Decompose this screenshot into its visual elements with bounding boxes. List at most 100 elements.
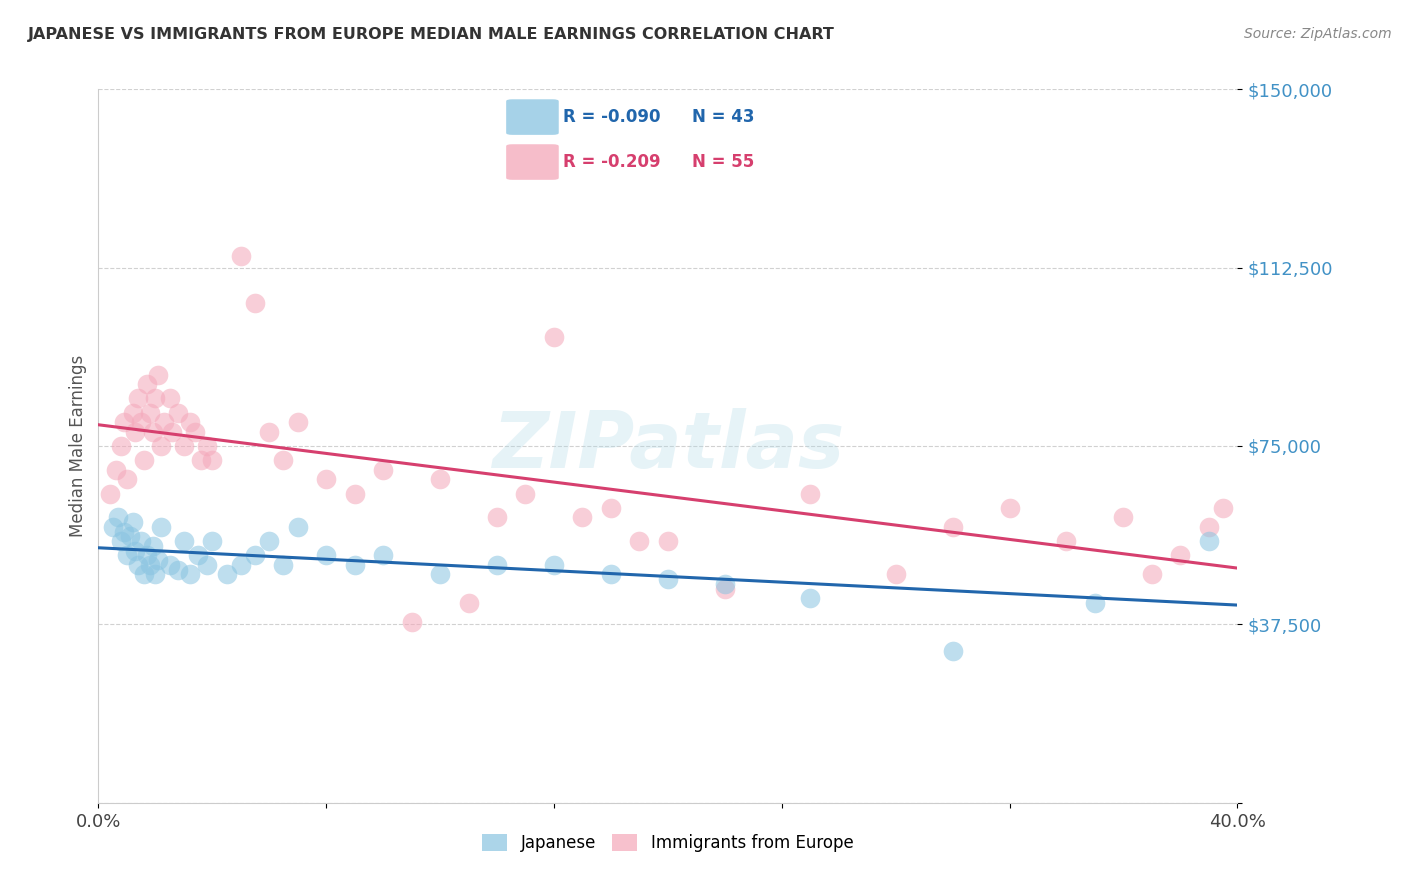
Point (187, 549, 209, 563)
Point (315, 472, 337, 486)
Point (132, 567, 155, 582)
Point (129, 534, 152, 549)
FancyBboxPatch shape (506, 99, 558, 135)
Point (273, 558, 295, 572)
Point (259, 534, 281, 549)
Point (167, 563, 190, 577)
Point (167, 406, 190, 420)
Point (195, 439, 218, 453)
Point (215, 567, 238, 582)
Point (229, 558, 252, 572)
Point (343, 486, 366, 500)
Point (138, 558, 160, 572)
Point (1084, 596, 1107, 610)
Point (135, 549, 157, 563)
Point (201, 534, 224, 549)
Point (110, 439, 132, 453)
Point (107, 510, 129, 524)
Y-axis label: Median Male Earnings: Median Male Earnings (69, 355, 87, 537)
Text: Source: ZipAtlas.com: Source: ZipAtlas.com (1244, 27, 1392, 41)
Point (315, 549, 337, 563)
Point (259, 425, 281, 439)
Point (515, 486, 537, 500)
Point (148, 368, 170, 382)
Point (799, 591, 821, 606)
Point (273, 453, 295, 467)
Point (1056, 534, 1078, 549)
Point (162, 425, 184, 439)
Point (1112, 510, 1135, 524)
Point (112, 415, 135, 429)
Point (148, 553, 170, 567)
Point (127, 392, 149, 406)
Point (98, 486, 121, 500)
Point (373, 463, 395, 477)
Point (1212, 500, 1234, 515)
Point (486, 558, 509, 572)
Point (150, 439, 173, 453)
Point (110, 534, 132, 549)
Point (457, 596, 479, 610)
Point (600, 500, 623, 515)
Point (115, 472, 138, 486)
Point (138, 406, 160, 420)
Text: N = 55: N = 55 (692, 153, 754, 171)
Point (135, 377, 157, 392)
Text: JAPANESE VS IMMIGRANTS FROM EUROPE MEDIAN MALE EARNINGS CORRELATION CHART: JAPANESE VS IMMIGRANTS FROM EUROPE MEDIA… (28, 27, 835, 42)
Point (129, 415, 152, 429)
Point (173, 439, 195, 453)
Point (115, 549, 138, 563)
Point (184, 425, 207, 439)
Text: ZIPatlas: ZIPatlas (492, 408, 844, 484)
Point (287, 520, 309, 534)
Point (145, 392, 167, 406)
Point (799, 486, 821, 500)
Point (229, 249, 252, 263)
Point (190, 453, 212, 467)
Point (159, 392, 181, 406)
Text: R = -0.090: R = -0.090 (564, 108, 661, 126)
Point (1140, 567, 1163, 582)
Text: N = 43: N = 43 (692, 108, 754, 126)
Point (159, 558, 181, 572)
Point (429, 472, 451, 486)
Point (600, 567, 623, 582)
Point (1198, 520, 1220, 534)
Point (118, 529, 141, 543)
Point (179, 415, 201, 429)
Point (429, 567, 451, 582)
Point (153, 415, 176, 429)
Legend: Japanese, Immigrants from Europe: Japanese, Immigrants from Europe (475, 827, 860, 859)
Point (287, 415, 309, 429)
Text: R = -0.209: R = -0.209 (564, 153, 661, 171)
Point (998, 500, 1021, 515)
Point (195, 558, 218, 572)
Point (373, 549, 395, 563)
Point (714, 582, 737, 596)
Point (121, 515, 143, 529)
Point (543, 329, 565, 343)
Point (486, 510, 509, 524)
Point (1198, 534, 1220, 549)
Point (1170, 549, 1192, 563)
Point (127, 558, 149, 572)
Point (145, 567, 167, 582)
Point (243, 296, 266, 310)
Point (150, 520, 173, 534)
Point (942, 643, 965, 657)
Point (104, 463, 127, 477)
Point (179, 567, 201, 582)
Point (343, 558, 366, 572)
Point (942, 520, 965, 534)
Point (401, 615, 423, 629)
Point (201, 453, 224, 467)
Point (173, 534, 195, 549)
Point (628, 534, 651, 549)
FancyBboxPatch shape (506, 145, 558, 180)
Point (884, 567, 907, 582)
Point (112, 524, 135, 539)
Point (124, 543, 146, 558)
Point (141, 425, 163, 439)
Point (657, 534, 679, 549)
Point (124, 425, 146, 439)
